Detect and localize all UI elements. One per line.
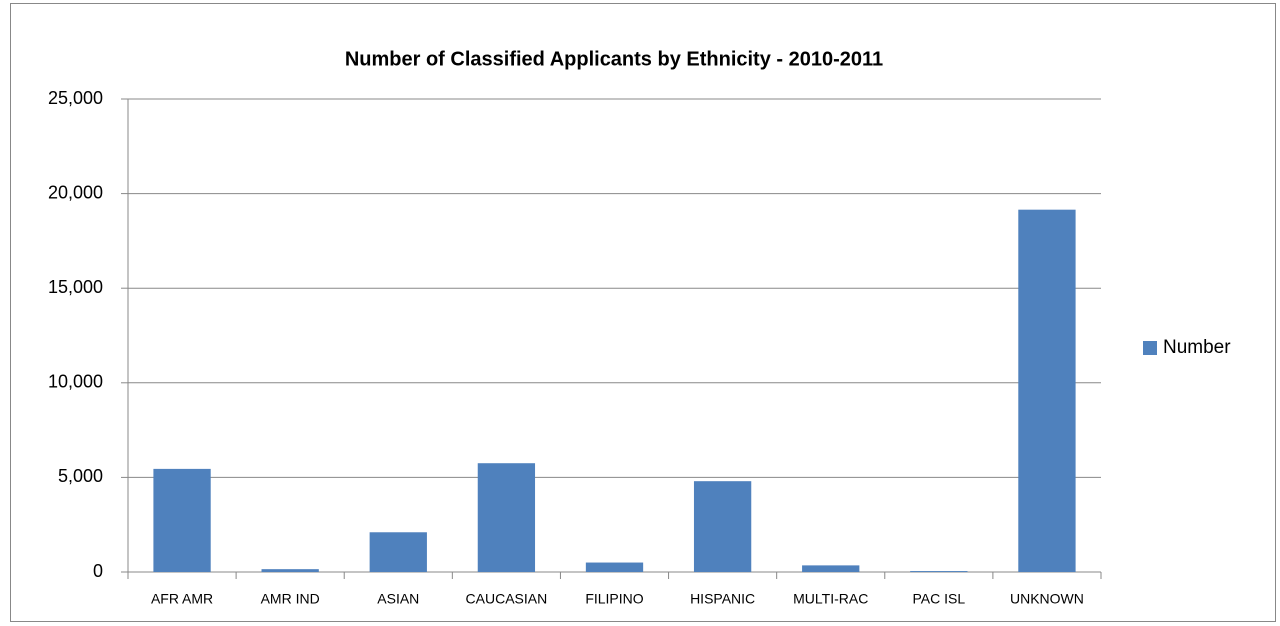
y-tick-label: 25,000 [48,88,103,108]
y-tick-label: 15,000 [48,277,103,297]
bar [802,565,860,572]
x-tick-label: AMR IND [261,591,320,607]
y-tick-label: 20,000 [48,182,103,202]
x-tick-label: ASIAN [377,591,419,607]
chart-title: Number of Classified Applicants by Ethni… [345,48,883,70]
bar [693,481,752,572]
y-tick-label: 0 [93,561,103,581]
legend-label: Number [1163,337,1231,358]
x-tick-label: CAUCASIAN [466,591,548,607]
y-tick-label: 10,000 [48,372,103,392]
y-tick-label: 5,000 [58,466,103,486]
x-tick-label: FILIPINO [585,591,643,607]
bar [1018,209,1076,572]
bar [153,468,211,572]
bar [261,569,319,572]
x-tick-label: MULTI-RAC [793,591,868,607]
x-tick-label: PAC ISL [913,591,966,607]
x-tick-label: UNKNOWN [1010,591,1084,607]
bar [585,562,644,572]
bar [369,532,427,572]
bar [910,571,968,572]
legend-swatch [1143,341,1157,355]
x-tick-label: AFR AMR [151,591,213,607]
bar [477,463,536,572]
x-tick-label: HISPANIC [690,591,755,607]
